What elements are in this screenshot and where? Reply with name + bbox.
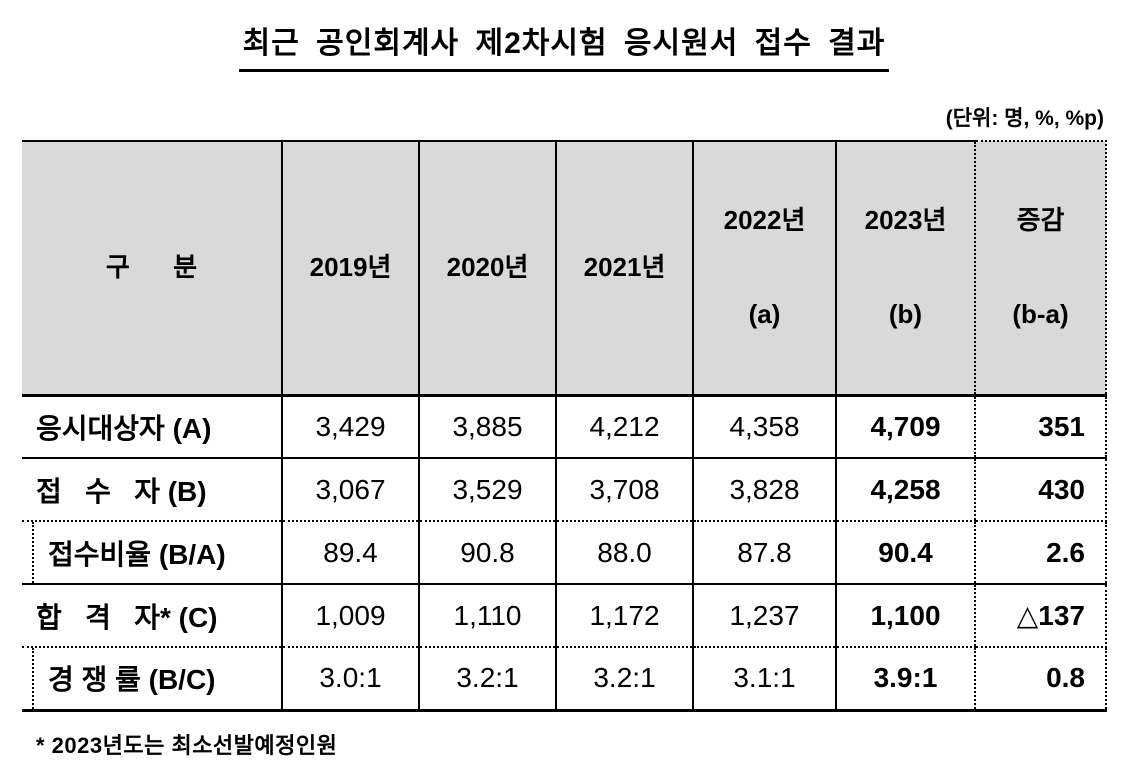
row-label: 접 수 자 (B) (22, 458, 282, 522)
cell-value: 4,212 (555, 395, 693, 459)
content-area: (단위: 명, %, %p) 구 분 2019년 2020년 2021년 (22, 102, 1107, 760)
unit-note: (단위: 명, %, %p) (945, 107, 1104, 130)
column-header-category: 구 분 (22, 140, 282, 397)
row-label: 경 쟁 률 (B/C) (22, 647, 282, 712)
cell-value: 4,258 (835, 458, 975, 522)
cell-value: 1,172 (555, 584, 693, 648)
results-table: 구 분 2019년 2020년 2021년 2022년 (a) 2023년 (b… (22, 140, 1107, 712)
cell-value: 2.6 (974, 521, 1107, 585)
row-label: 응시대상자 (A) (22, 395, 282, 459)
cell-value: 3.1:1 (692, 647, 836, 712)
table-row-registered: 접 수 자 (B) 3,067 3,529 3,708 3,828 4,258 … (22, 458, 1107, 522)
column-header-diff-line1: 증감 (1016, 205, 1065, 236)
cell-value: 3.0:1 (281, 647, 419, 712)
column-header-2023: 2023년 (b) (835, 140, 975, 397)
column-header-2021: 2021년 (555, 140, 693, 397)
cell-value: 3.2:1 (418, 647, 556, 712)
cell-value: 351 (974, 395, 1107, 459)
title-wrap: 최근 공인회계사 제2차시험 응시원서 접수 결과 (0, 18, 1128, 72)
cell-value: 90.4 (835, 521, 975, 585)
table-row-applicants: 응시대상자 (A) 3,429 3,885 4,212 4,358 4,709 … (22, 395, 1107, 459)
cell-value: 87.8 (692, 521, 836, 585)
column-header-2020: 2020년 (418, 140, 556, 397)
column-header-2022: 2022년 (a) (692, 140, 836, 397)
row-label: 합 격 자* (C) (22, 584, 282, 648)
cell-value: 4,709 (835, 395, 975, 459)
table-row-registration-rate: 접수비율 (B/A) 89.4 90.8 88.0 87.8 90.4 2.6 (22, 521, 1107, 585)
column-header-2022-line1: 2022년 (723, 205, 806, 236)
cell-value: △137 (974, 584, 1107, 648)
column-header-2019: 2019년 (281, 140, 419, 397)
row-label: 접수비율 (B/A) (22, 521, 282, 585)
cell-value: 3.9:1 (835, 647, 975, 712)
cell-value: 1,009 (281, 584, 419, 648)
cell-value: 1,100 (835, 584, 975, 648)
cell-value: 1,110 (418, 584, 556, 648)
page-title: 최근 공인회계사 제2차시험 응시원서 접수 결과 (238, 18, 890, 72)
footnote: * 2023년도는 최소선발예정인원 (36, 732, 338, 758)
header-row: 구 분 2019년 2020년 2021년 2022년 (a) 2023년 (b… (22, 140, 1107, 397)
column-header-2022-line2: (a) (748, 298, 781, 329)
cell-value: 3,067 (281, 458, 419, 522)
document-page: 최근 공인회계사 제2차시험 응시원서 접수 결과 (단위: 명, %, %p)… (0, 18, 1128, 760)
cell-value: 3,885 (418, 395, 556, 459)
cell-value: 3,529 (418, 458, 556, 522)
cell-value: 3,828 (692, 458, 836, 522)
table-row-passers: 합 격 자* (C) 1,009 1,110 1,172 1,237 1,100… (22, 584, 1107, 648)
cell-value: 1,237 (692, 584, 836, 648)
cell-value: 3.2:1 (555, 647, 693, 712)
column-header-diff-line2: (b-a) (1012, 298, 1069, 329)
cell-value: 4,358 (692, 395, 836, 459)
table-row-competition-rate: 경 쟁 률 (B/C) 3.0:1 3.2:1 3.2:1 3.1:1 3.9:… (22, 647, 1107, 712)
cell-value: 0.8 (974, 647, 1107, 712)
cell-value: 3,708 (555, 458, 693, 522)
column-header-2023-line1: 2023년 (864, 205, 947, 236)
column-header-2023-line2: (b) (888, 298, 923, 329)
cell-value: 3,429 (281, 395, 419, 459)
column-header-diff: 증감 (b-a) (974, 140, 1107, 397)
cell-value: 88.0 (555, 521, 693, 585)
cell-value: 90.8 (418, 521, 556, 585)
cell-value: 89.4 (281, 521, 419, 585)
cell-value: 430 (974, 458, 1107, 522)
